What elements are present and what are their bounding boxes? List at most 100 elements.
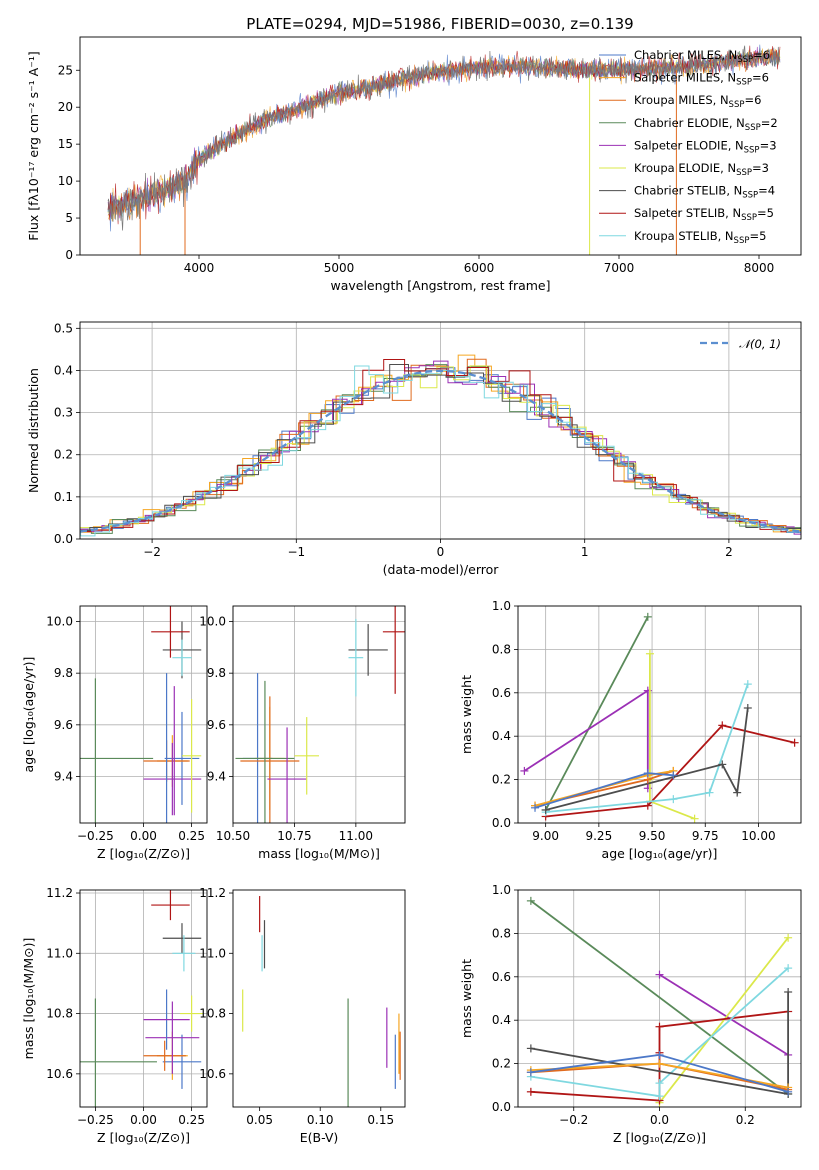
legend-tail: =6 <box>753 48 770 62</box>
weight-marker <box>705 788 714 797</box>
x-tick-label: −0.25 <box>77 1113 114 1127</box>
weight-marker <box>743 703 752 712</box>
legend-text: Salpeter ELODIE, N <box>634 138 744 152</box>
legend-subscript: SSP <box>744 145 760 155</box>
weight-marker <box>690 814 699 823</box>
error-bar-point <box>80 678 154 823</box>
y-tick-label: 0.0 <box>492 1100 511 1114</box>
error-bar-point <box>172 935 196 972</box>
x-tick-label: 0.00 <box>130 829 157 843</box>
plot-area <box>80 606 202 823</box>
y-tick-label: 10.0 <box>199 615 226 629</box>
weight-marker <box>743 680 752 689</box>
weight-marker <box>643 612 652 621</box>
error-bar-point <box>172 639 192 676</box>
error-bar-point <box>180 995 204 1032</box>
y-tick-label: 0 <box>65 248 73 262</box>
legend-entry: Chabrier MILES, NSSP=6 <box>634 48 770 65</box>
legend-entry: Chabrier STELIB, NSSP=4 <box>634 184 775 201</box>
y-tick-label: 9.8 <box>54 666 73 680</box>
x-tick-label: 9.25 <box>585 829 612 843</box>
x-tick-label: 7000 <box>604 261 635 275</box>
plot-frame <box>232 889 406 1108</box>
x-tick-label: 0.10 <box>307 1113 334 1127</box>
error-bar-point <box>267 727 307 823</box>
weight-marker <box>526 1044 535 1053</box>
weight-marker <box>655 1079 664 1088</box>
y-tick-label: 0.2 <box>54 448 73 462</box>
y-tick-label: 10.0 <box>46 615 73 629</box>
weight-marker <box>526 1087 535 1096</box>
x-tick-label: 9.75 <box>692 829 719 843</box>
error-bar-point <box>294 717 319 795</box>
x-axis-label: wavelength [Angstrom, rest frame] <box>330 278 550 293</box>
weight-marker <box>655 1092 664 1101</box>
plot-area <box>526 896 793 1107</box>
spectrum-panel: 4000 5000 6000 7000 8000 0 5 10 15 20 25 wavelength… <box>26 36 802 293</box>
x-tick-label: 5000 <box>324 261 355 275</box>
error-bar-point <box>348 618 364 697</box>
x-tick-label: 10.00 <box>741 829 775 843</box>
weight-line <box>659 973 789 1056</box>
legend-tail: =2 <box>761 116 778 130</box>
y-tick-label: 11.2 <box>199 886 226 900</box>
x-tick-label: 0.2 <box>736 1113 755 1127</box>
weight-line <box>545 724 795 818</box>
y-tick-label: 15 <box>58 137 73 151</box>
x-tick-label: 8000 <box>744 261 775 275</box>
residual-histogram-step <box>80 364 801 534</box>
weight-line <box>545 683 749 813</box>
x-tick-label: 10.75 <box>277 829 311 843</box>
y-tick-label: 0.0 <box>492 816 511 830</box>
x-tick-label: 0.25 <box>178 829 205 843</box>
weight-marker <box>520 766 529 775</box>
weight-marker <box>526 1068 535 1077</box>
legend-subscript: SSP <box>745 123 761 133</box>
y-tick-label: 11.0 <box>199 946 226 960</box>
plot-frame <box>79 321 802 540</box>
x-axis-label: age [log₁₀(age/yr)] <box>602 846 718 861</box>
legend-subscript: SSP <box>737 55 753 65</box>
legend-entry: Kroupa ELODIE, NSSP=3 <box>634 161 769 178</box>
error-bar-point <box>235 680 295 823</box>
y-tick-label: 0.6 <box>492 686 511 700</box>
error-bar-point <box>151 890 190 921</box>
x-tick-label: 6000 <box>464 261 495 275</box>
residual-histogram-step <box>80 359 801 533</box>
weight-line <box>530 967 789 1098</box>
error-bar-point <box>151 606 190 658</box>
age-weight-panel: 9.00 9.25 9.50 9.75 10.00 0.0 0.2 0.4 0.6 0.8 1.0 a… <box>459 599 802 861</box>
legend-text: Salpeter MILES, N <box>634 71 736 85</box>
y-tick-label: 9.8 <box>207 666 226 680</box>
plot-area <box>107 44 781 255</box>
y-axis-label: Normed distribution <box>26 368 41 493</box>
x-axis-label: Z [log₁₀(Z/Z⊙)] <box>613 1130 706 1145</box>
y-tick-label: 0.4 <box>492 729 511 743</box>
x-axis-label: Z [log₁₀(Z/Z⊙)] <box>97 1130 190 1145</box>
y-tick-label: 11.2 <box>46 886 73 900</box>
weight-marker <box>669 795 678 804</box>
plot-area <box>242 896 401 1107</box>
legend-tail: =3 <box>760 138 777 152</box>
weight-marker <box>718 760 727 769</box>
x-axis-label: (data-model)/error <box>383 562 500 577</box>
y-tick-label: 10.8 <box>46 1007 73 1021</box>
legend-tail: =5 <box>749 229 766 243</box>
weight-marker <box>655 1059 664 1068</box>
y-tick-label: 0.8 <box>492 926 511 940</box>
x-axis-label: E(B-V) <box>300 1130 339 1145</box>
legend-tail: =6 <box>752 71 769 85</box>
x-tick-label: −2 <box>143 545 161 559</box>
error-bar-point <box>80 998 157 1107</box>
legend-text: Kroupa ELODIE, N <box>634 161 736 175</box>
x-tick-label: 10.50 <box>216 829 250 843</box>
error-bar-point <box>143 742 202 816</box>
x-tick-label: −0.2 <box>559 1113 588 1127</box>
y-axis-label: mass weight <box>459 675 474 754</box>
grid-lines <box>80 890 207 1107</box>
z-mass-panel: −0.25 0.00 0.25 10.6 10.8 11.0 11.2 Z [log₁₀(Z/… <box>21 886 208 1145</box>
plot-frame <box>79 36 802 256</box>
weight-marker <box>655 1022 664 1031</box>
x-axis-label: mass [log₁₀(M/M⊙)] <box>258 846 380 861</box>
error-bar-point <box>240 696 300 823</box>
